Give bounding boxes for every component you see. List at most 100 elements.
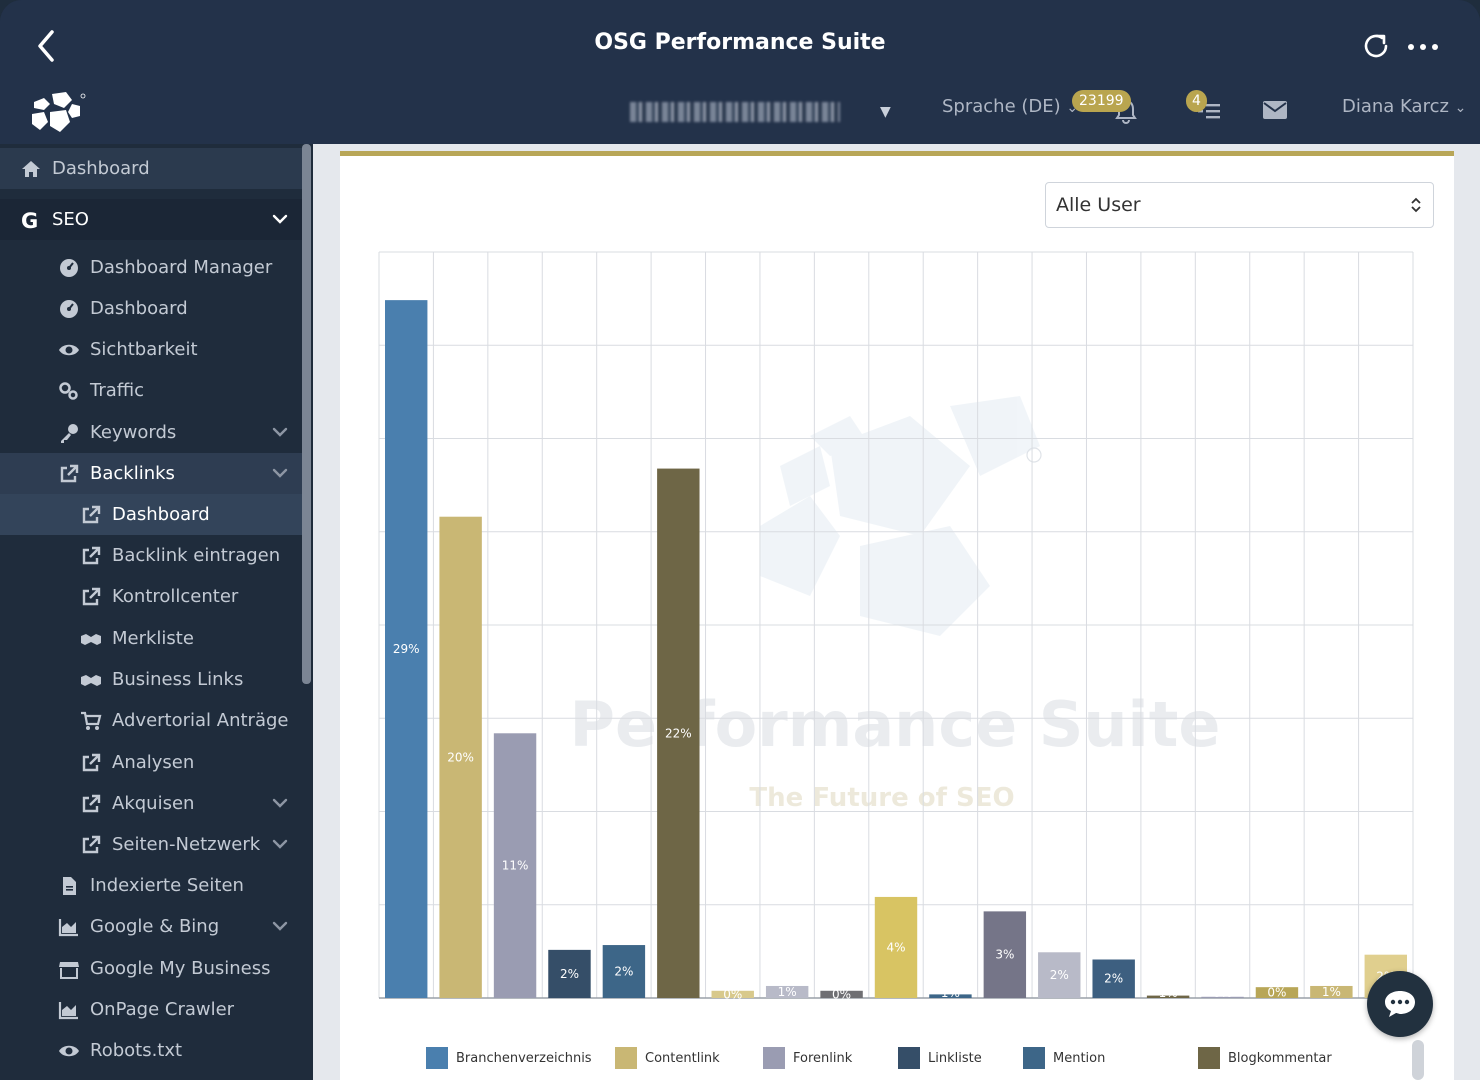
legend-label: Branchenverzeichnis <box>456 1050 592 1066</box>
chart-bar[interactable] <box>657 468 700 998</box>
chart-bars: 29% 20% 11% 2% 2% 22% 0% 1% 0% 4% 1% 3% 2% 2% 1% 0% 0% 1%… <box>385 300 1407 1001</box>
external-link-icon <box>82 587 101 605</box>
tasks-button[interactable]: 4 <box>1186 88 1226 128</box>
sidebar-item-label: Merkliste <box>112 628 194 649</box>
sidebar-item[interactable]: Backlinks <box>0 453 302 494</box>
sidebar-item-label: Analysen <box>112 752 195 773</box>
refresh-icon[interactable] <box>1360 30 1392 62</box>
bar-data-label: 29% <box>393 642 420 656</box>
back-arrow-icon[interactable] <box>32 28 60 64</box>
sidebar-item[interactable]: Indexierte Seiten <box>0 865 302 906</box>
chart-bar[interactable] <box>929 994 972 998</box>
main-content: Alle User Performance Suit <box>313 144 1480 1080</box>
sidebar-item[interactable]: Backlink eintragen <box>0 535 302 576</box>
external-link-icon <box>82 794 101 812</box>
legend-item[interactable]: Contentlink <box>615 1047 720 1069</box>
bar-data-label: 4% <box>886 940 905 954</box>
chart-bar[interactable] <box>1310 985 1353 998</box>
area-chart-icon <box>58 918 78 936</box>
sidebar-item-label: Robots.txt <box>90 1040 183 1061</box>
chart-bar[interactable] <box>439 516 482 998</box>
mail-icon[interactable] <box>1262 100 1288 120</box>
external-link-icon <box>60 464 79 482</box>
sidebar-item[interactable]: Business Links <box>0 659 302 700</box>
legend-swatch <box>1198 1047 1220 1069</box>
sidebar-item[interactable]: Dashboard <box>0 288 302 329</box>
eye-icon <box>59 344 79 355</box>
legend-item[interactable]: Branchenverzeichnis <box>426 1047 592 1069</box>
chart-bar[interactable] <box>1146 995 1190 998</box>
chart-bar[interactable] <box>1038 952 1081 998</box>
legend-item[interactable]: Mention <box>1023 1047 1105 1069</box>
sidebar-item-label: Dashboard Manager <box>90 257 273 278</box>
sidebar-item[interactable]: Traffic <box>0 370 302 411</box>
area-chart-icon <box>58 1001 78 1019</box>
external-link-icon <box>82 546 101 564</box>
sidebar-item[interactable]: Robots.txt <box>0 1030 302 1071</box>
sidebar-item-label: Google & Bing <box>90 916 220 937</box>
external-link-icon <box>82 835 101 853</box>
sidebar-item[interactable]: Dashboard Manager <box>0 247 302 288</box>
bar-data-label: 1% <box>1159 986 1178 1000</box>
sidebar: Dashboard G SEO Dashboard Manager Dashboard S… <box>0 144 313 1080</box>
chart-bar[interactable] <box>820 990 863 998</box>
sidebar-item-label: Dashboard <box>90 298 188 319</box>
bar-data-label: 2% <box>1050 968 1069 982</box>
legend-label: Forenlink <box>793 1050 853 1066</box>
chevron-down-icon <box>272 214 288 224</box>
sidebar-item-label: Business Links <box>112 669 244 690</box>
notifications-button[interactable]: 23199 <box>1070 88 1142 128</box>
chart-bar[interactable] <box>711 990 754 998</box>
legend-item[interactable]: Forenlink <box>763 1047 852 1069</box>
chart-bar[interactable] <box>548 949 591 998</box>
chart-bar[interactable] <box>765 985 809 998</box>
backlink-type-chart: Performance Suite The Future of SEO 29%2… <box>378 251 1414 1001</box>
sidebar-item[interactable]: OnPage Crawler <box>0 989 302 1030</box>
sidebar-item[interactable]: G SEO <box>0 199 302 240</box>
chart-bar[interactable] <box>1201 996 1244 998</box>
sidebar-item[interactable]: Dashboard <box>0 494 302 535</box>
sidebar-item-label: Google My Business <box>90 958 271 979</box>
sidebar-item[interactable]: Sichtbarkeit <box>0 329 302 370</box>
chart-bar[interactable] <box>493 733 537 998</box>
sidebar-scrollbar[interactable] <box>302 144 311 684</box>
app-title: OSG Performance Suite <box>594 30 886 55</box>
cogs-icon <box>59 381 78 400</box>
sidebar-item-label: SEO <box>52 209 89 230</box>
sidebar-item[interactable]: Advertorial Anträge <box>0 700 302 741</box>
chart-bar[interactable] <box>874 896 918 998</box>
sidebar-item[interactable]: Akquisen <box>0 783 302 824</box>
eye-icon <box>59 1045 79 1056</box>
legend-label: Mention <box>1053 1050 1106 1066</box>
legend-swatch <box>1023 1047 1045 1069</box>
chart-bar[interactable] <box>602 945 646 998</box>
sidebar-item[interactable]: Analysen <box>0 742 302 783</box>
sidebar-item[interactable]: Seiten-Netzwerk <box>0 824 302 865</box>
sidebar-item[interactable]: Google My Business <box>0 948 302 989</box>
sidebar-item[interactable]: Dashboard <box>0 148 302 189</box>
user-menu[interactable]: Diana Karcz ⌄ <box>1342 96 1466 117</box>
chevron-down-icon <box>272 427 288 437</box>
sidebar-item[interactable]: Merkliste <box>0 618 302 659</box>
file-icon <box>63 876 76 895</box>
chat-button[interactable] <box>1367 971 1433 1037</box>
domain-select[interactable]: ▼ <box>630 98 900 128</box>
chart-bar[interactable] <box>1255 987 1299 998</box>
sidebar-item-label: Advertorial Anträge <box>112 710 289 731</box>
osg-logo-icon[interactable] <box>26 88 88 140</box>
language-select[interactable]: Sprache (DE) ⌄ <box>942 96 1078 117</box>
content-scrollbar[interactable] <box>1412 1040 1424 1080</box>
user-filter-select[interactable]: Alle User <box>1045 182 1434 228</box>
chart-bar[interactable] <box>1092 959 1135 998</box>
chart-bar[interactable] <box>385 300 428 998</box>
sidebar-item[interactable]: Google & Bing <box>0 906 302 947</box>
sidebar-item[interactable]: Kontrollcenter <box>0 576 302 617</box>
legend-item[interactable]: Blogkommentar <box>1198 1047 1332 1069</box>
bar-data-label: 0% <box>1213 986 1232 1000</box>
legend-item[interactable]: Linkliste <box>898 1047 982 1069</box>
sidebar-item-label: Dashboard <box>52 158 150 179</box>
notifications-badge: 23199 <box>1072 90 1131 112</box>
sidebar-item[interactable]: Keywords <box>0 412 302 453</box>
more-options-icon[interactable] <box>1405 34 1441 60</box>
chart-bar[interactable] <box>983 911 1027 998</box>
